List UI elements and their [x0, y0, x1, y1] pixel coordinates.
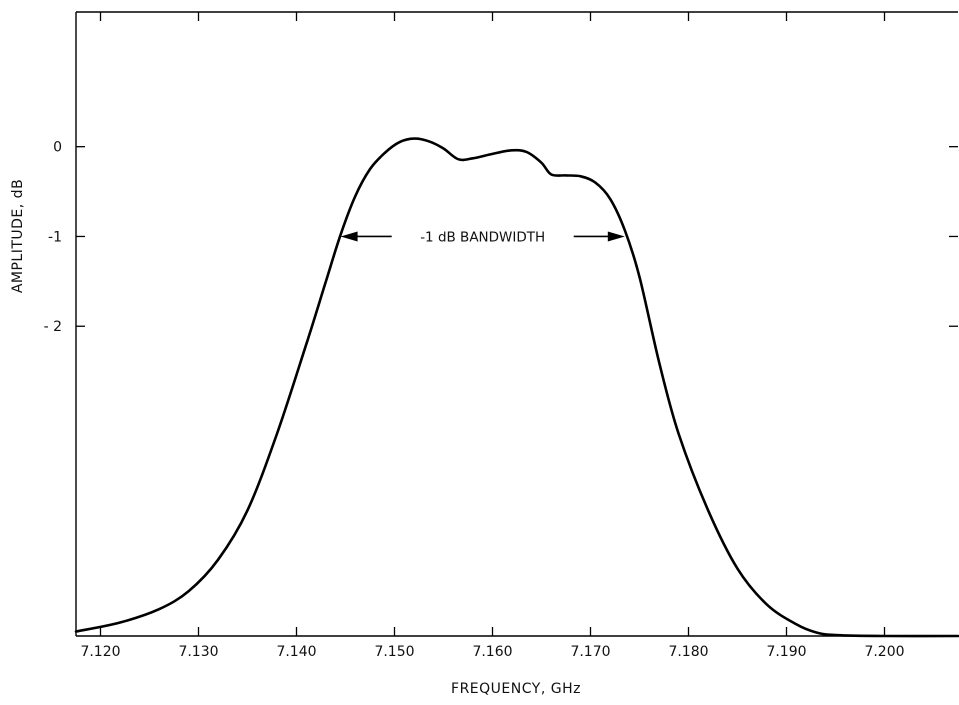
y-tick-label: - 2: [44, 319, 62, 335]
y-tick-label: -1: [48, 229, 62, 245]
x-tick-label: 7.200: [864, 644, 904, 660]
bandwidth-arrowhead-left: [340, 231, 358, 242]
plot-frame: [75, 11, 958, 637]
x-axis-ticks: 7.120 7.130 7.140 7.150 7.160 7.170 7.180 7.190…: [80, 12, 905, 660]
bandwidth-annotation: -1 dB BANDWIDTH: [340, 229, 625, 245]
amplitude-curve: [74, 137, 959, 638]
bandwidth-arrowhead-right: [607, 231, 625, 242]
x-tick-label: 7.180: [668, 644, 708, 660]
x-tick-label: 7.160: [472, 644, 512, 660]
x-tick-label: 7.150: [374, 644, 414, 660]
bandwidth-label: -1 dB BANDWIDTH: [420, 229, 545, 245]
y-axis-ticks: 0 -1 - 2: [44, 140, 958, 335]
x-tick-label: 7.120: [80, 644, 120, 660]
x-tick-label: 7.140: [276, 644, 316, 660]
x-tick-label: 7.130: [178, 644, 218, 660]
y-axis-title: AMPLITUDE, dB: [10, 179, 26, 293]
x-tick-label: 7.170: [570, 644, 610, 660]
x-tick-label: 7.190: [766, 644, 806, 660]
y-tick-label: 0: [53, 140, 62, 156]
x-axis-title: FREQUENCY, GHz: [451, 681, 581, 697]
